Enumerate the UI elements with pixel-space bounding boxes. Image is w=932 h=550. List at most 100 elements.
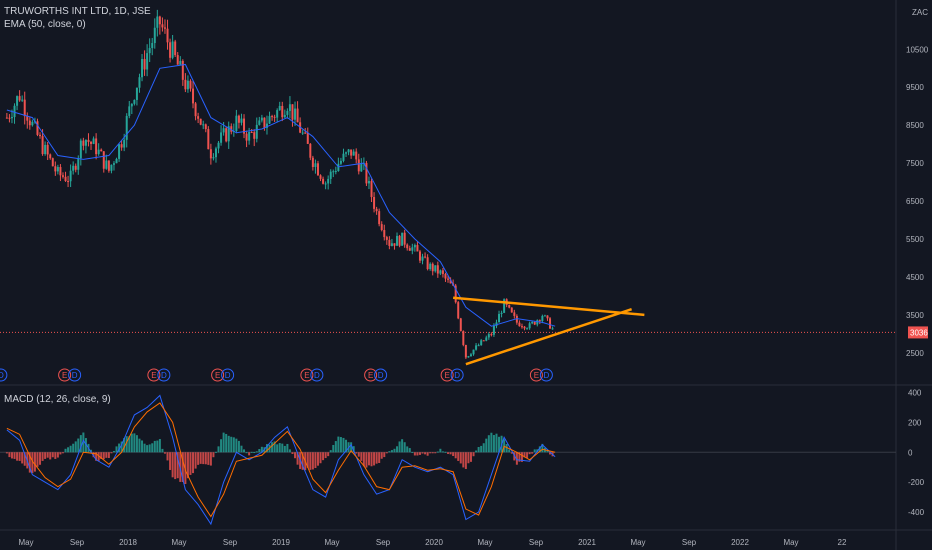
macd-histogram-bar — [166, 452, 169, 461]
macd-histogram-bar — [498, 436, 501, 453]
candle-body — [95, 138, 98, 155]
candle-body — [434, 265, 437, 272]
candle-body — [487, 334, 490, 338]
candle-body — [153, 27, 156, 44]
event-marker-label: E — [151, 371, 156, 380]
candle-body — [345, 152, 348, 154]
macd-histogram-bar — [97, 452, 100, 461]
macd-histogram-bar — [156, 440, 159, 453]
dividend-marker — [450, 368, 464, 382]
candle-body — [186, 80, 189, 90]
candle-body — [44, 144, 47, 155]
dividend-marker — [221, 368, 235, 382]
candle-body — [235, 115, 238, 132]
candle-body — [112, 163, 115, 165]
time-tick-label: Sep — [223, 538, 238, 547]
candle-body — [214, 148, 217, 158]
candle-body — [508, 304, 511, 308]
macd-histogram-bar — [273, 441, 276, 453]
macd-histogram-bar — [130, 433, 133, 453]
candle-body — [220, 132, 223, 143]
candle-body — [189, 80, 192, 89]
candle-body — [406, 244, 409, 249]
macd-histogram-bar — [452, 452, 455, 457]
macd-histogram-bar — [393, 448, 396, 453]
triangle-trendline — [453, 296, 645, 317]
candle-body — [429, 263, 432, 270]
macd-histogram-bar — [283, 445, 286, 453]
candle-body — [225, 128, 228, 142]
candle-body — [67, 181, 70, 183]
macd-histogram-bar — [396, 446, 399, 453]
candle-body — [365, 162, 368, 184]
candle-body — [273, 116, 276, 118]
price-tick-label: 3500 — [906, 311, 924, 320]
macd-histogram-bar — [72, 443, 75, 453]
macd-histogram-bar — [13, 452, 16, 459]
macd-tick-label: 200 — [908, 418, 922, 427]
candle-body — [41, 136, 44, 155]
dividend-marker — [0, 368, 8, 382]
candle-body — [84, 139, 87, 146]
candle-body — [462, 331, 465, 345]
macd-histogram-bar — [406, 446, 409, 453]
candle-body — [301, 132, 304, 134]
macd-histogram-bar — [133, 433, 136, 453]
candle-body — [74, 165, 77, 170]
macd-histogram-bar — [339, 437, 342, 453]
candle-body — [342, 153, 345, 161]
macd-histogram-bar — [306, 452, 309, 468]
candle-body — [265, 123, 268, 128]
macd-histogram-bar — [51, 452, 54, 458]
macd-histogram-bar — [475, 450, 478, 453]
candle-body — [475, 345, 478, 350]
candle-body — [316, 163, 319, 176]
candle-body — [283, 114, 286, 118]
macd-histogram-bar — [482, 443, 485, 453]
macd-histogram-bar — [271, 442, 274, 453]
candle-body — [248, 132, 251, 141]
macd-histogram-bar — [237, 440, 240, 453]
candle-body — [436, 265, 439, 274]
candle-body — [441, 270, 444, 275]
candle-body — [169, 42, 172, 58]
price-tick-label: 4500 — [906, 273, 924, 282]
candle-body — [61, 175, 64, 177]
time-tick-label: Sep — [682, 538, 697, 547]
candle-body — [227, 126, 230, 142]
candle-body — [322, 178, 325, 184]
earnings-marker — [300, 368, 314, 382]
macd-histogram-bar — [424, 452, 427, 455]
macd-histogram-bar — [490, 432, 493, 453]
candle-body — [21, 99, 24, 101]
time-tick-label: 2022 — [731, 538, 749, 547]
candle-body — [383, 230, 386, 238]
candle-body — [128, 106, 131, 116]
candle-body — [49, 154, 52, 159]
macd-histogram-bar — [523, 452, 526, 458]
candle-body — [291, 104, 294, 120]
macd-histogram-bar — [230, 436, 233, 453]
candle-body — [367, 181, 370, 184]
candle-body — [296, 108, 299, 123]
macd-histogram-bar — [385, 452, 388, 454]
macd-histogram-bar — [18, 452, 21, 461]
event-marker-label: E — [62, 371, 67, 380]
macd-histogram-bar — [383, 452, 386, 458]
candle-body — [146, 53, 149, 70]
candle-body — [492, 325, 495, 335]
macd-histogram-bar — [464, 452, 467, 469]
event-marker-label: E — [368, 371, 373, 380]
event-marker-label: D — [72, 371, 78, 380]
candle-body — [64, 176, 67, 182]
time-tick-label: May — [630, 538, 645, 547]
macd-histogram-bar — [485, 438, 488, 453]
macd-histogram-bar — [469, 452, 472, 462]
candle-body — [416, 245, 419, 252]
candle-body — [309, 143, 312, 158]
macd-histogram-bar — [194, 452, 197, 469]
macd-histogram-bar — [225, 433, 228, 453]
macd-line — [6, 394, 556, 526]
candle-body — [69, 170, 72, 182]
